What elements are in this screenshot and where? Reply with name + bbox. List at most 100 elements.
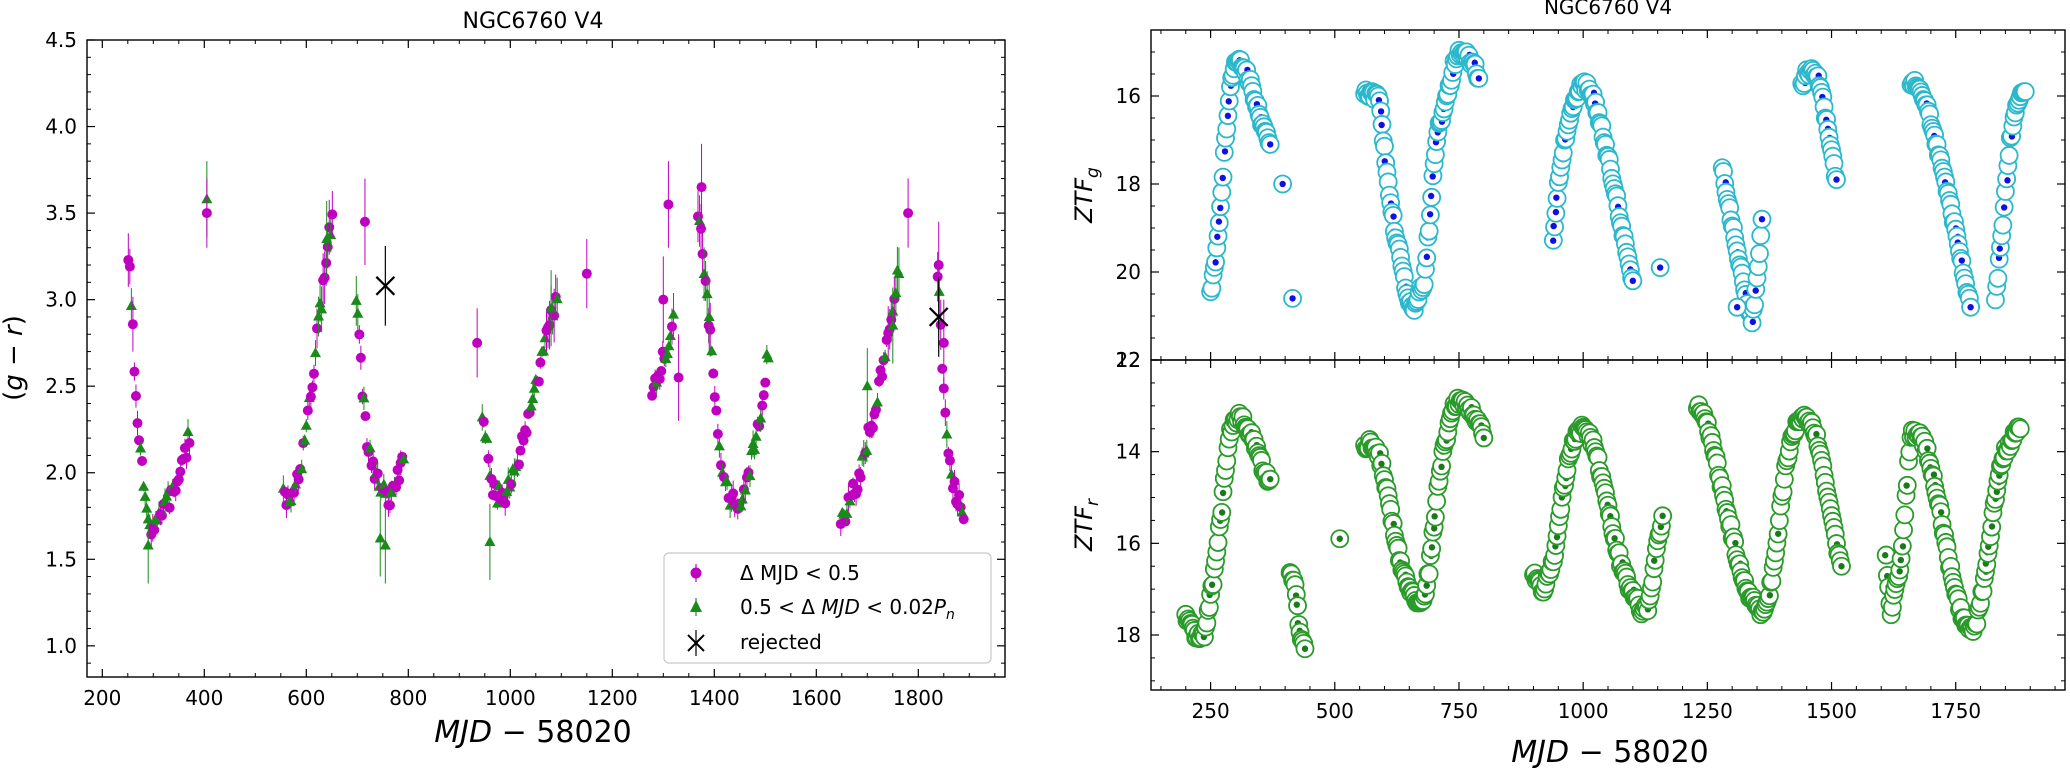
inner-point (1903, 482, 1910, 489)
legend-label-2-sub: n (946, 607, 955, 623)
inner-point (1378, 460, 1385, 468)
circle-point (697, 248, 708, 259)
left-y-axis-label: (g − r) (0, 315, 29, 401)
inner-point (1657, 523, 1665, 531)
y-tick-label: 16 (1116, 84, 1141, 108)
circle-point (937, 363, 948, 374)
ztf-r-label-main: ZTF (1070, 505, 1098, 552)
inner-point (1217, 204, 1224, 212)
legend-label-2-mid: < 0.02 (860, 595, 934, 619)
circle-point (307, 382, 318, 393)
circle-point (472, 337, 483, 348)
circle-point (708, 368, 719, 379)
inner-point (1267, 141, 1274, 148)
triangle-point (525, 400, 537, 411)
inner-point (1475, 75, 1483, 82)
ztf-r-data-points (1176, 388, 2030, 659)
x-tick-label: 400 (185, 686, 223, 710)
circle-point (513, 459, 524, 470)
circle-point (903, 208, 914, 219)
triangle-point (141, 502, 153, 513)
inner-point (1897, 556, 1904, 564)
y-tick-label: 1.5 (45, 547, 77, 571)
circle-point (709, 392, 720, 403)
circle-point (134, 435, 145, 446)
triangle-point (887, 319, 899, 330)
inner-point (1552, 208, 1560, 216)
inner-point (1838, 563, 1845, 570)
inner-point (1752, 287, 1759, 294)
circle-point (867, 422, 878, 433)
triangle-point (694, 214, 706, 225)
inner-point (1899, 543, 1907, 550)
legend-triangle-marker (690, 600, 702, 612)
x-tick-label: 1250 (1682, 699, 1733, 723)
circle-point (696, 182, 707, 193)
circle-point (327, 209, 338, 220)
y-tick-label: 20 (1116, 260, 1141, 284)
triangle-point (703, 310, 715, 321)
circle-point (852, 484, 863, 495)
y-tick-label: 16 (1116, 531, 1141, 555)
circle-point (535, 357, 546, 368)
inner-point (1212, 259, 1219, 266)
legend-label-2-var: MJD (821, 595, 860, 619)
circle-point (877, 371, 888, 382)
circle-point (700, 275, 711, 286)
triangle-point (182, 425, 194, 436)
circle-point (372, 468, 383, 479)
triangle-point (379, 539, 391, 550)
circle-point (184, 437, 195, 448)
triangle-point (861, 444, 873, 455)
triangle-point (285, 495, 297, 506)
circle-point (293, 474, 304, 485)
legend-box (663, 552, 992, 664)
triangle-point (941, 428, 953, 439)
circle-point (855, 472, 866, 483)
color-curve-panel: NGC6760 V4 200 400 600 800 1000 1200 1400 1600 1… (0, 9, 1006, 750)
triangle-point (321, 233, 333, 244)
inner-point (1219, 174, 1226, 182)
right-chart-title: NGC6760 V4 (1544, 0, 1672, 19)
inner-point (1390, 213, 1397, 220)
left-chart-title: NGC6760 V4 (463, 9, 604, 34)
inner-point (2000, 204, 2008, 211)
circle-point (705, 324, 716, 335)
right-x-axis-label: MJD − 58020 (1511, 735, 1709, 768)
legend-circle-marker (690, 567, 702, 579)
outer-point (1988, 268, 2008, 288)
circle-point (156, 510, 167, 521)
left-plot-frame (86, 39, 1006, 678)
triangle-point (844, 495, 856, 506)
triangle-point (139, 490, 151, 501)
inner-point (1267, 475, 1274, 483)
ztf-r-y-axis-label: ZTFr (1070, 498, 1103, 552)
y-tick-label: 22 (1116, 348, 1141, 372)
y-tick-label: 1.0 (45, 634, 77, 658)
inner-point (1431, 513, 1438, 520)
inner-point (1967, 304, 1974, 311)
x-tick-label: 1500 (1806, 699, 1857, 723)
circle-point (518, 435, 529, 446)
circle-point (696, 223, 707, 234)
ztf-r-axis-ticks: 250 500 750 1000 1250 1500 1750 12 14 16 18 (1116, 348, 2065, 723)
outer-point (1745, 295, 1764, 315)
inner-point (1766, 592, 1774, 599)
legend-label-1: Δ MJD < 0.5 (740, 561, 860, 585)
triangle-point (296, 463, 308, 474)
outer-point (2010, 419, 2030, 439)
circle-point (938, 383, 949, 394)
circle-point (201, 208, 212, 219)
triangle-point (872, 396, 883, 407)
triangle-point (138, 480, 150, 491)
inner-point (1423, 253, 1431, 261)
inner-point (1377, 108, 1385, 115)
circle-point (312, 323, 323, 334)
circle-point (305, 391, 316, 402)
x-label-rest: − 58020 (492, 715, 632, 750)
inner-point (1480, 434, 1488, 442)
outer-point (1419, 564, 1439, 584)
y-tick-label: 2.0 (45, 461, 77, 485)
triangle-point (706, 345, 718, 356)
inner-point (1390, 520, 1397, 528)
